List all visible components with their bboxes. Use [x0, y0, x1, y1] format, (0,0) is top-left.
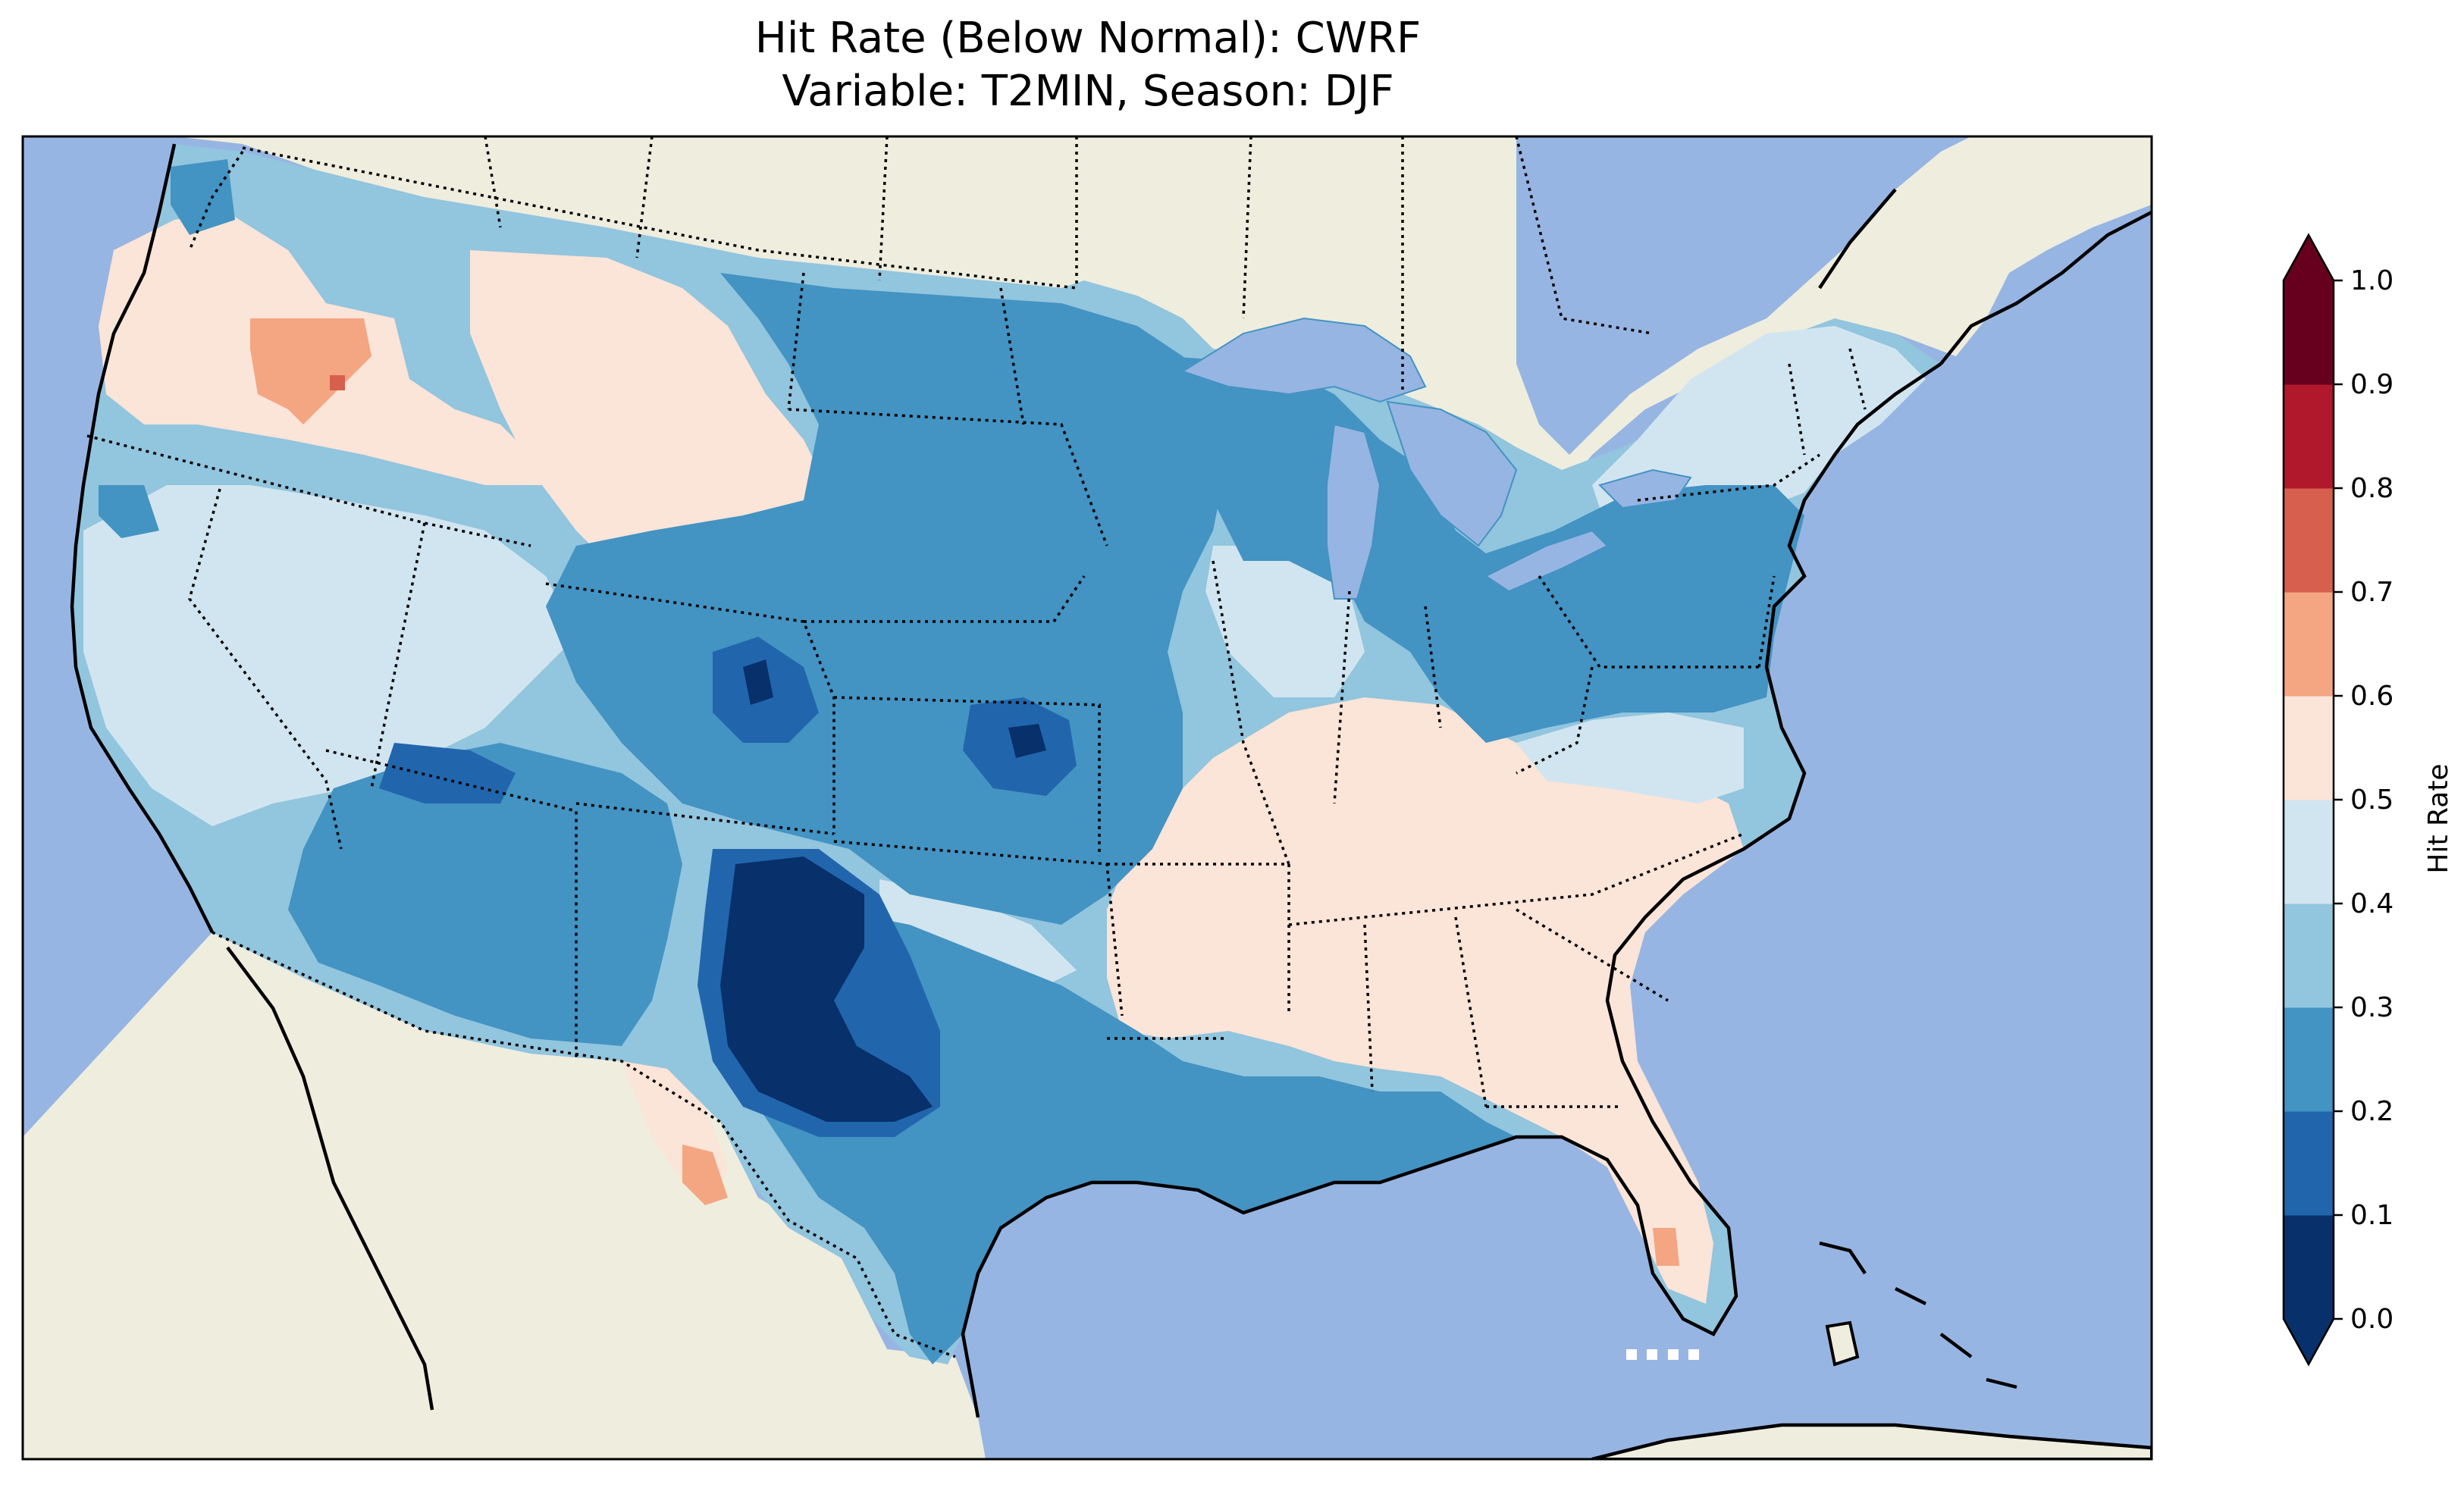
state-borders [86, 151, 1867, 1108]
colorbar-label: Hit Rate [2423, 763, 2454, 873]
lake-huron [1386, 400, 1518, 547]
colorbar-tick-label: 0.3 [2350, 992, 2393, 1023]
colorbar: 0.0 0.1 0.2 0.3 0.4 0.5 0.6 0.7 0.8 0.9 1.0 Hit Ra… [2282, 233, 2454, 1367]
colorbar-segment [2284, 696, 2334, 800]
land-bahamas [1825, 1320, 1860, 1367]
colorbar-segment [2284, 904, 2334, 1008]
colorbar-tick-label: 0.9 [2350, 369, 2393, 400]
country-borders [212, 136, 1654, 1358]
patch-kansas-navy [1008, 724, 1046, 758]
patch-florida-orange [1653, 1228, 1679, 1266]
map-title-line2: Variable: T2MIN, Season: DJF [782, 67, 1394, 116]
lake-erie [1484, 529, 1609, 593]
patch-lakes-medblue [1168, 356, 1804, 743]
lake-michigan [1326, 423, 1381, 600]
coastlines [70, 143, 2152, 1459]
colorbar-segment [2284, 384, 2334, 489]
colorbar-segments [2284, 280, 2334, 1320]
colorbar-tick-label: 0.0 [2350, 1304, 2393, 1335]
patch-oregon-red [330, 375, 345, 390]
lake-superior [1180, 317, 1427, 403]
colorbar-segment [2284, 1111, 2334, 1216]
colorbar-tick-label: 1.0 [2350, 265, 2393, 296]
colorbar-segment [2284, 800, 2334, 904]
colorbar-tick-label: 0.2 [2350, 1096, 2393, 1127]
colorbar-segment [2284, 592, 2334, 697]
colorbar-segment [2284, 280, 2334, 385]
land-baja [227, 947, 432, 1417]
patch-oregon-orange [250, 318, 371, 424]
patch-west-lightblue [83, 485, 576, 826]
colorbar-tick-label: 0.4 [2350, 888, 2393, 919]
patch-wash-medblue [171, 159, 235, 235]
colorbar-segment [2284, 488, 2334, 593]
patch-bigbend-orange [682, 1145, 728, 1205]
colorbar-tick-label: 0.6 [2350, 681, 2393, 712]
colorbar-extend-max [2284, 235, 2334, 280]
colorbar-tick-label: 0.8 [2350, 473, 2393, 504]
patch-colorado-navy [743, 659, 773, 705]
map-title-line1: Hit Rate (Below Normal): CWRF [754, 14, 1422, 63]
map-frame [21, 135, 2153, 1461]
map-panel [23, 136, 2152, 1459]
great-lakes [1180, 317, 1692, 600]
lake-ontario [1598, 468, 1692, 509]
hit-rate-field [83, 159, 1926, 1364]
patch-carolina-lightblue [1516, 713, 1744, 803]
colorbar-tick-label: 0.1 [2350, 1200, 2393, 1231]
missing-data [1626, 1349, 1699, 1360]
patch-midsouth-lightblue [1205, 546, 1365, 697]
colorbar-tick-label: 0.5 [2350, 785, 2393, 816]
colorbar-ticks: 0.0 0.1 0.2 0.3 0.4 0.5 0.6 0.7 0.8 0.9 1.0 [2334, 265, 2393, 1335]
patch-southwest-medblue [288, 743, 682, 1046]
patch-oregoncoast-medblue [99, 485, 159, 538]
colorbar-segment [2284, 1007, 2334, 1112]
colorbar-extend-min [2284, 1319, 2334, 1364]
patch-texas-lightblue [879, 879, 1077, 985]
patch-southeast-salmon [1107, 697, 1744, 1304]
colorbar-tick-label: 0.7 [2350, 577, 2393, 608]
patch-nm-navy [720, 857, 933, 1122]
colorbar-segment [2284, 1215, 2334, 1320]
